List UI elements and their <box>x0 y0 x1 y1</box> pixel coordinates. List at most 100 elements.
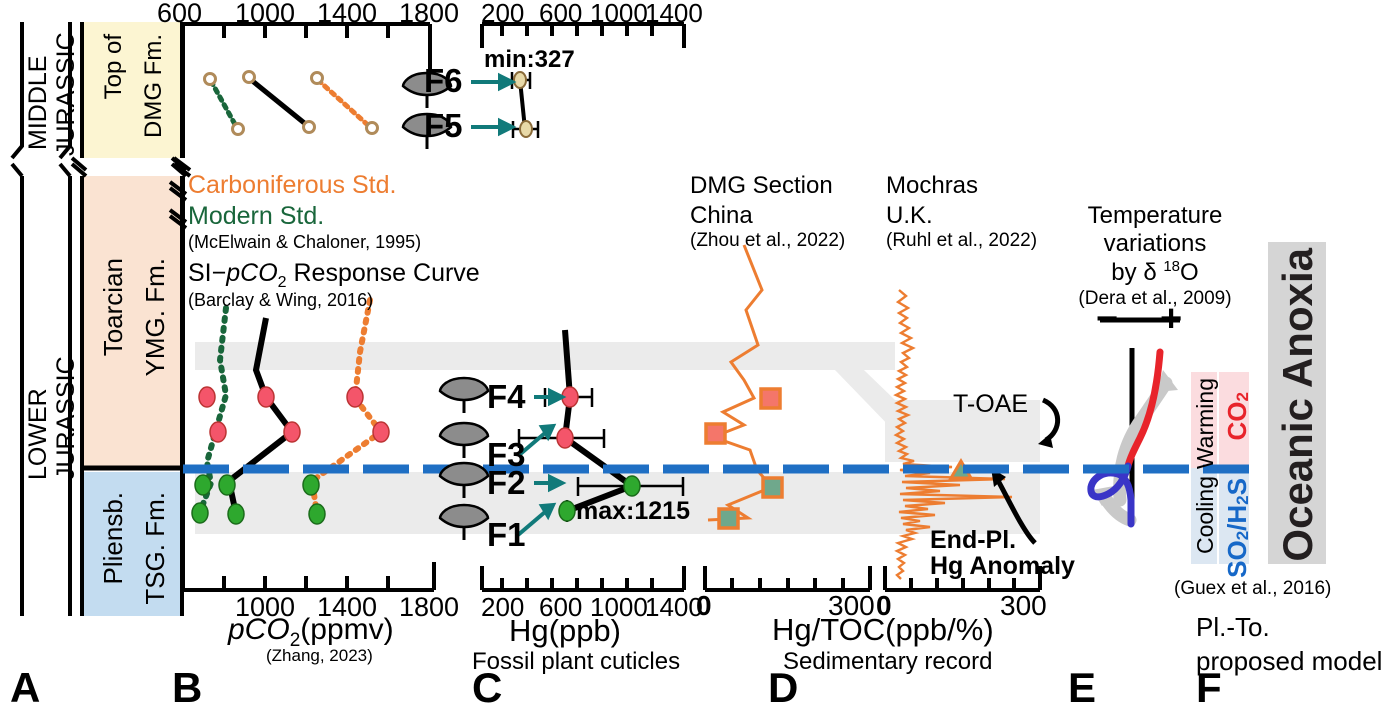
panelB-axis-title-sub: 2 <box>289 630 301 651</box>
legend-mcelwain-citation: (McElwain & Chaloner, 1995) <box>188 232 422 252</box>
panel-letter-a: A <box>10 664 41 711</box>
band-label-s-main: S <box>1222 478 1252 496</box>
ginkgo-leaf-icon-f2 <box>438 461 490 498</box>
panelC-axes <box>480 22 686 592</box>
unit-label-pliensb: Pliensb. <box>98 492 128 585</box>
fossil-label-f6: F6 <box>424 62 463 99</box>
response-curve-title-a: SI− <box>188 259 227 287</box>
panelB-top-tick-1000: 1000 <box>235 0 296 28</box>
fossil-label-f2: F2 <box>487 464 526 501</box>
panelF-citation: (Guex et al., 2016) <box>1174 578 1332 599</box>
epoch-label-middle: MIDDLE <box>24 55 52 150</box>
epoch-label-lower: LOWER <box>24 388 52 480</box>
site-dmg-name-line2: China <box>690 202 753 229</box>
response-curve-title-c: Response Curve <box>286 259 480 287</box>
annotation-endpl-line1: End-Pl. <box>930 526 1017 554</box>
panelB-top-tick-1400: 1400 <box>317 0 378 28</box>
panelC-top-tick-600: 600 <box>539 0 583 28</box>
panelC-bottom-tick-1400: 1400 <box>645 592 703 622</box>
panelB-bottom-tick-1800: 1800 <box>399 592 460 622</box>
gray-bands <box>195 342 1040 534</box>
panelC-top-tick-1000: 1000 <box>590 0 648 28</box>
response-curve-citation: (Barclay & Wing, 2016) <box>188 290 374 310</box>
panelC-lower-series <box>517 329 685 522</box>
panelE-title-line3: by δ 18O <box>1060 258 1250 287</box>
response-curve-title: SI−pCO2 Response Curve <box>188 259 480 292</box>
panelC-top-tick-1400: 1400 <box>645 0 703 28</box>
band-label-warming: Warming <box>1192 378 1218 470</box>
site-dmg-name-line1: DMG Section <box>690 172 833 199</box>
ginkgo-leaf-icon-f3 <box>438 421 490 458</box>
fossil-label-f4: F4 <box>487 378 526 415</box>
panelE-title-line2: variations <box>1103 230 1207 257</box>
panelD-dmg-tick-300: 300 <box>828 590 875 621</box>
panelE-plus-sign: + <box>1160 298 1183 340</box>
unit-label-dmg-line2: DMG Fm. <box>140 34 167 138</box>
band-label-h-mid: /H <box>1222 504 1252 531</box>
panelE-title-line1: Temperature <box>1087 202 1223 229</box>
panelD-mochras-tick-300: 300 <box>1000 590 1047 621</box>
band-label-co2: CO2 <box>1222 392 1253 440</box>
panel-letter-d: D <box>768 664 799 711</box>
band-label-co2-main: CO <box>1222 401 1252 441</box>
band-label-so2-sub: 2 <box>1233 530 1253 541</box>
ginkgo-leaf-icons <box>401 71 490 540</box>
panelB-axis-title-p: pCO <box>228 613 290 646</box>
arrow-f5 <box>471 117 517 137</box>
panelD-dmg-tick-0: 0 <box>696 590 712 621</box>
panelB-bottom-tick-1000: 1000 <box>235 592 296 622</box>
response-curve-title-b: pCO <box>226 259 278 287</box>
panelC-top-tick-200: 200 <box>481 0 525 28</box>
panel-letter-f: F <box>1196 664 1222 711</box>
chronostrat-brackets <box>10 22 72 616</box>
panelB-top-tick-600: 600 <box>157 0 203 28</box>
panelB-axis-citation: (Zhang, 2023) <box>266 646 373 665</box>
epoch-label-middle-period: JURASSIC <box>52 32 80 156</box>
panelC-bottom-tick-600: 600 <box>539 592 583 622</box>
panelF-title-line1: Pl.-To. <box>1196 612 1270 642</box>
site-dmg-citation: (Zhou et al., 2022) <box>690 230 846 251</box>
panelB-lower-series <box>191 297 390 525</box>
panelB-axis-title-tail: (ppmv) <box>300 613 394 646</box>
unit-label-ymg: YMG. Fm. <box>140 258 170 377</box>
band-label-so2-main: SO <box>1222 540 1252 578</box>
panelE-citation: (Dera et al., 2009) <box>1078 288 1232 309</box>
annotation-max-hg: max:1215 <box>576 497 690 525</box>
fossil-label-f3: F3 <box>487 436 526 473</box>
unit-label-toarcian: Toarcian <box>98 258 128 357</box>
annotation-min-hg: min:327 <box>484 46 575 73</box>
panelE-title-delta: by δ <box>1111 259 1164 286</box>
arrow-f6 <box>471 72 517 92</box>
panelD-mochras-tick-0: 0 <box>876 590 892 621</box>
band-label-cooling: Cooling <box>1192 476 1218 554</box>
panelB-top-series <box>203 70 379 136</box>
unit-label-dmg-line1: Top of <box>100 34 127 100</box>
lithostrat-column <box>70 22 188 616</box>
band-label-h2-sub: 2 <box>1233 495 1253 505</box>
band-label-oceanic-anoxia: Oceanic Anoxia <box>1274 248 1321 562</box>
arrow-f1 <box>516 502 557 537</box>
panelC-axis-title: Hg(ppb) <box>509 613 621 648</box>
annotation-toae: T-OAE <box>953 390 1029 418</box>
site-mochras-name-line1: Mochras <box>886 172 979 199</box>
panelD-dmg-curve <box>704 244 784 530</box>
band-label-so2-h2s: SO2/H2S <box>1222 478 1253 578</box>
panelE-title-o: O <box>1180 259 1199 286</box>
epoch-label-lower-period: JURASSIC <box>52 356 80 480</box>
fossil-arrows <box>471 72 567 537</box>
unit-label-tsg: TSG. Fm. <box>140 492 170 605</box>
panelD-axis-title: Hg/TOC(ppb/%) <box>772 612 994 647</box>
panel-letter-c: C <box>472 664 503 711</box>
panel-letter-e: E <box>1068 664 1097 711</box>
ginkgo-leaf-icon-f5 <box>401 112 453 149</box>
panelC-bottom-tick-200: 200 <box>481 592 525 622</box>
panelB-bottom-tick-1400: 1400 <box>317 592 378 622</box>
panelE-title-18: 18 <box>1163 258 1181 275</box>
panelF-bands <box>1191 242 1326 564</box>
ginkgo-leaf-icon-f1 <box>438 503 490 540</box>
fossil-label-f1: F1 <box>487 516 526 553</box>
panelE-temperature <box>1087 317 1180 528</box>
response-curve-title-sub: 2 <box>277 274 287 291</box>
legend-modern-std: Modern Std. <box>188 202 325 230</box>
